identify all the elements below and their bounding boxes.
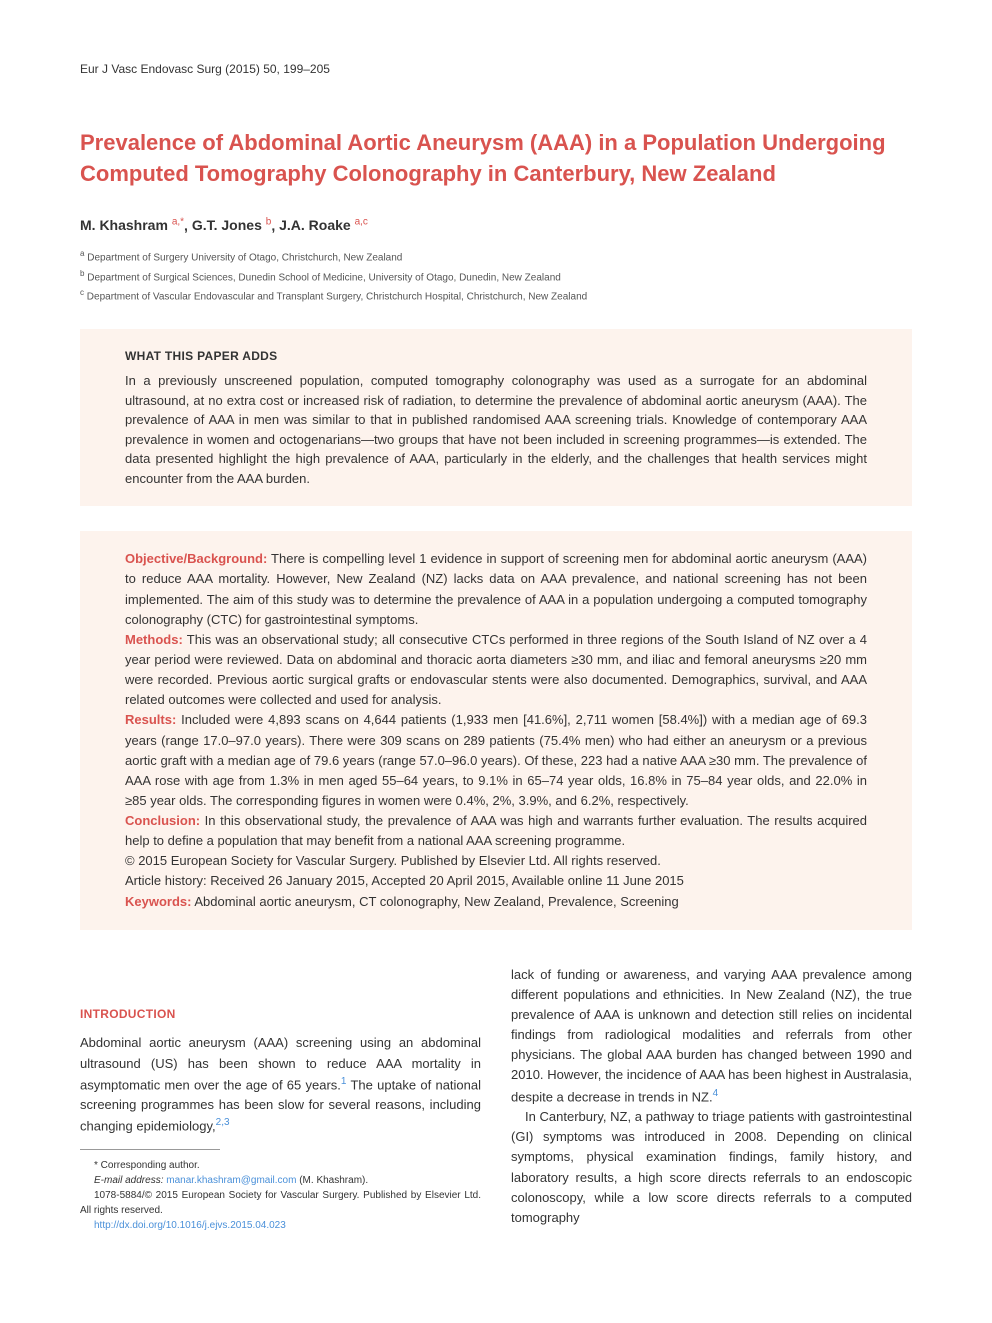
introduction-heading: INTRODUCTION: [80, 1005, 481, 1024]
column-left: INTRODUCTION Abdominal aortic aneurysm (…: [80, 965, 481, 1233]
email-line: E-mail address: manar.khashram@gmail.com…: [80, 1173, 481, 1188]
paper-adds-text: In a previously unscreened population, c…: [125, 371, 867, 488]
author-1: M. Khashram a,*: [80, 217, 184, 233]
abstract-box: Objective/Background: There is compellin…: [80, 531, 912, 930]
authors-list: M. Khashram a,*, G.T. Jones b, J.A. Roak…: [80, 215, 912, 237]
abstract-conclusion: Conclusion: In this observational study,…: [125, 811, 867, 851]
column-right: lack of funding or awareness, and varyin…: [511, 965, 912, 1233]
journal-reference: Eur J Vasc Endovasc Surg (2015) 50, 199–…: [80, 60, 912, 78]
abstract-methods: Methods: This was an observational study…: [125, 630, 867, 711]
abstract-copyright: © 2015 European Society for Vascular Sur…: [125, 851, 867, 871]
affiliations: a Department of Surgery University of Ot…: [80, 248, 912, 304]
author-3: J.A. Roake a,c: [279, 217, 368, 233]
ref-4[interactable]: 4: [713, 1088, 719, 1099]
intro-paragraph-right-1: lack of funding or awareness, and varyin…: [511, 965, 912, 1107]
affiliation-c: c Department of Vascular Endovascular an…: [80, 287, 912, 304]
ref-2-3[interactable]: 2,3: [216, 1117, 230, 1128]
footnote-divider: [80, 1149, 220, 1150]
intro-paragraph-1: Abdominal aortic aneurysm (AAA) screenin…: [80, 1033, 481, 1136]
affiliation-a: a Department of Surgery University of Ot…: [80, 248, 912, 265]
paper-adds-heading: WHAT THIS PAPER ADDS: [125, 347, 867, 365]
doi-link[interactable]: http://dx.doi.org/10.1016/j.ejvs.2015.04…: [94, 1220, 286, 1231]
author-2: G.T. Jones b: [192, 217, 271, 233]
abstract-history: Article history: Received 26 January 201…: [125, 871, 867, 891]
body-columns: INTRODUCTION Abdominal aortic aneurysm (…: [80, 965, 912, 1233]
issn-line: 1078-5884/© 2015 European Society for Va…: [80, 1188, 481, 1218]
what-this-paper-adds-box: WHAT THIS PAPER ADDS In a previously uns…: [80, 329, 912, 506]
abstract-objective: Objective/Background: There is compellin…: [125, 549, 867, 630]
intro-paragraph-right-2: In Canterbury, NZ, a pathway to triage p…: [511, 1107, 912, 1228]
footnotes: * Corresponding author. E-mail address: …: [80, 1158, 481, 1233]
article-title: Prevalence of Abdominal Aortic Aneurysm …: [80, 128, 912, 190]
affiliation-b: b Department of Surgical Sciences, Duned…: [80, 268, 912, 285]
abstract-results: Results: Included were 4,893 scans on 4,…: [125, 710, 867, 811]
corresponding-author: * Corresponding author.: [80, 1158, 481, 1173]
abstract-keywords: Keywords: Abdominal aortic aneurysm, CT …: [125, 892, 867, 912]
email-link[interactable]: manar.khashram@gmail.com: [166, 1175, 296, 1186]
